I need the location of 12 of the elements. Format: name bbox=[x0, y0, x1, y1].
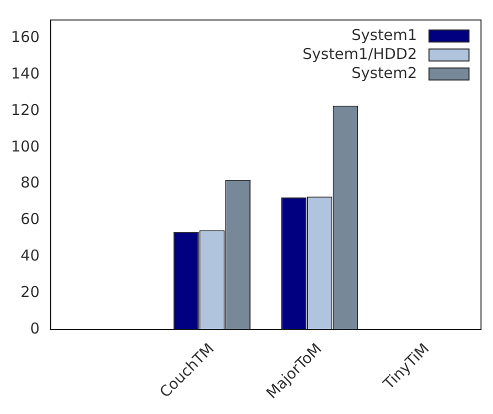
legend-label: System2 bbox=[352, 64, 417, 82]
y-tick-label: 140 bbox=[10, 64, 40, 83]
y-tick-label: 160 bbox=[10, 28, 40, 46]
y-tick-label: 0 bbox=[30, 319, 40, 338]
legend-label: System1 bbox=[352, 26, 417, 44]
y-tick-label: 40 bbox=[20, 246, 40, 265]
y-tick-label: 100 bbox=[10, 137, 40, 156]
y-tick-label: 120 bbox=[10, 100, 40, 119]
y-tick-label: 20 bbox=[20, 282, 40, 301]
y-tick-label: 80 bbox=[20, 174, 40, 192]
y-tick-label: 60 bbox=[20, 210, 40, 228]
legend-label: System1/HDD2 bbox=[302, 44, 417, 63]
